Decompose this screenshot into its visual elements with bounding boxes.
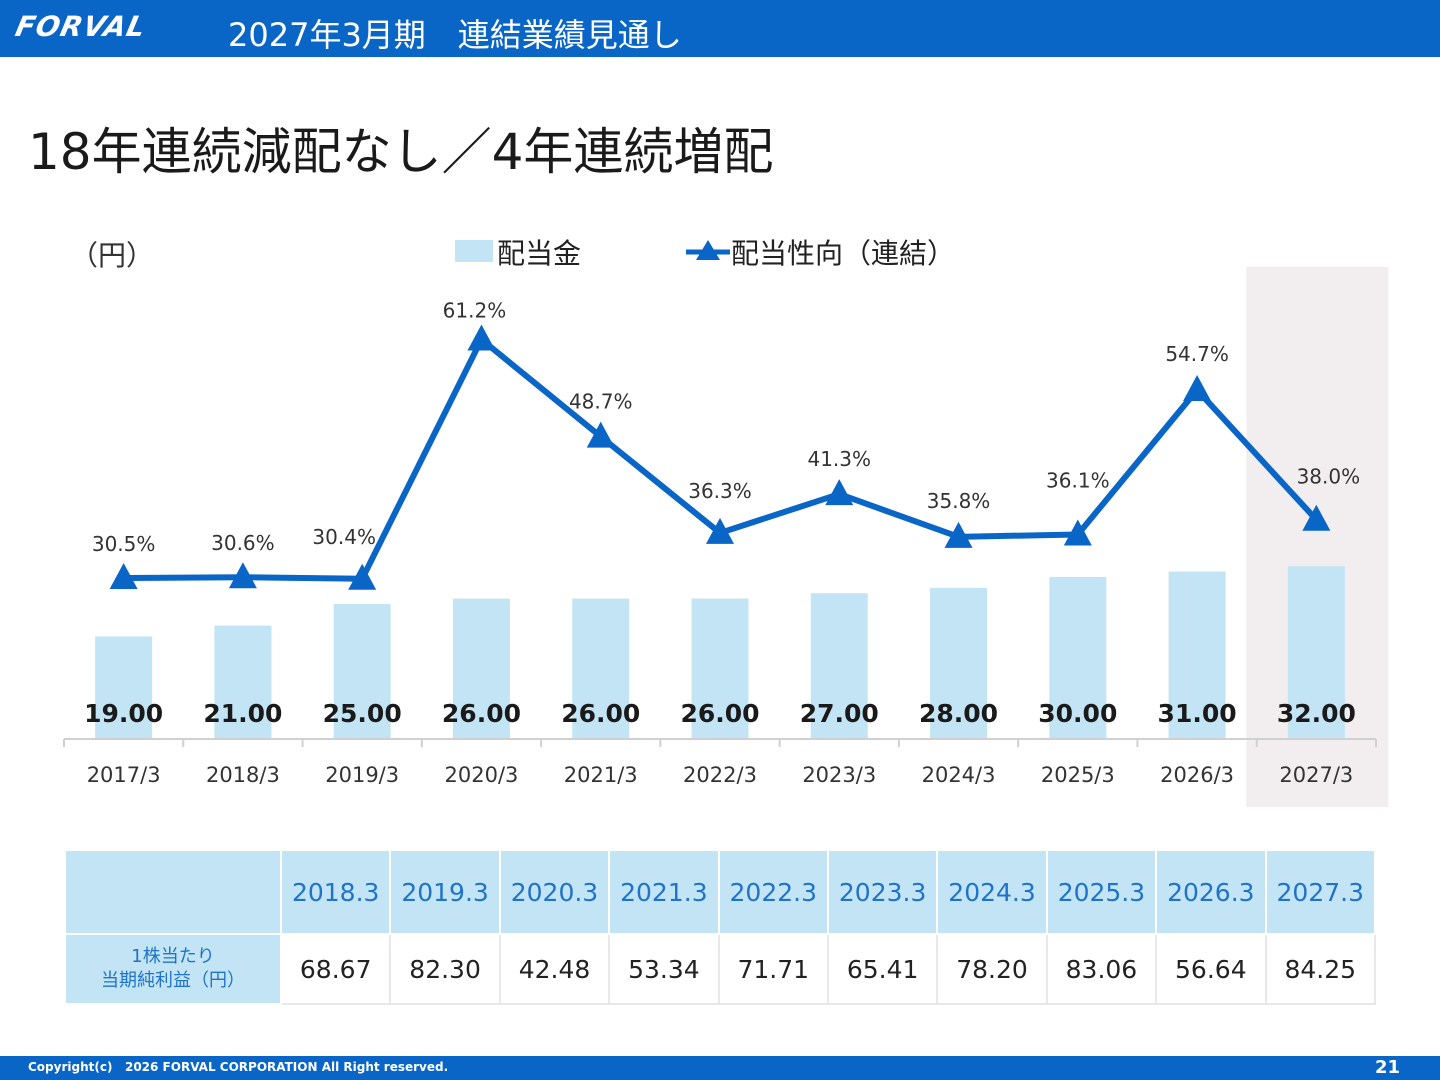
- x-tick-label: 2025/3: [1041, 763, 1115, 787]
- payout-ratio-label: 36.1%: [1046, 468, 1110, 492]
- dividend-bar: [452, 598, 510, 739]
- eps-year-header: 2020.3: [498, 849, 611, 935]
- x-tick-label: 2026/3: [1160, 763, 1234, 787]
- payout-ratio-marker: [228, 562, 257, 589]
- eps-row-header: 1株当たり 当期純利益（円）: [64, 933, 282, 1005]
- payout-ratio-marker: [944, 521, 973, 548]
- payout-ratio-marker: [1183, 374, 1212, 401]
- x-tick-label: 2019/3: [325, 763, 399, 787]
- dividend-value-label: 19.00: [84, 699, 163, 728]
- payout-ratio-label: 54.7%: [1165, 342, 1229, 366]
- eps-year-header: 2024.3: [936, 849, 1048, 935]
- payout-ratio-marker: [1302, 504, 1331, 531]
- eps-value-cell: 84.25: [1264, 933, 1377, 1005]
- payout-ratio-label: 48.7%: [569, 390, 633, 414]
- eps-value-cell: 68.67: [279, 933, 392, 1005]
- eps-value-cell: 53.34: [608, 933, 720, 1005]
- legend-line-swatch: [686, 240, 730, 260]
- legend-dividend-label: 配当金: [497, 237, 582, 270]
- eps-value-cell: 82.30: [389, 933, 501, 1005]
- payout-ratio-marker: [586, 421, 615, 448]
- x-tick-label: 2023/3: [802, 763, 876, 787]
- payout-ratio-label: 30.4%: [312, 525, 376, 549]
- dividend-bar: [1049, 577, 1107, 739]
- payout-ratio-marker: [467, 324, 496, 351]
- legend-bar-swatch: [455, 240, 493, 262]
- dividend-value-label: 26.00: [442, 699, 521, 728]
- dividend-value-label: 31.00: [1158, 699, 1237, 728]
- eps-table-corner: [64, 849, 282, 935]
- payout-ratio-marker: [825, 479, 854, 506]
- page-number: 21: [1374, 1057, 1400, 1078]
- payout-ratio-label: 35.8%: [927, 489, 991, 513]
- eps-value-cell: 83.06: [1045, 933, 1158, 1005]
- eps-year-header: 2022.3: [717, 849, 829, 935]
- dividend-value-label: 28.00: [919, 699, 998, 728]
- eps-year-header: 2018.3: [279, 849, 392, 935]
- copyright-text: Copyright(c) 2026 FORVAL CORPORATION All…: [28, 1060, 449, 1074]
- dividend-value-label: 21.00: [203, 699, 282, 728]
- eps-year-header: 2023.3: [826, 849, 939, 935]
- eps-value-cell: 71.71: [717, 933, 829, 1005]
- dividend-bar: [1287, 566, 1345, 739]
- eps-year-header: 2025.3: [1045, 849, 1158, 935]
- x-tick-label: 2021/3: [564, 763, 638, 787]
- footer-bar: Copyright(c) 2026 FORVAL CORPORATION All…: [0, 1056, 1440, 1080]
- payout-ratio-label: 30.6%: [211, 531, 275, 555]
- payout-ratio-marker: [706, 517, 734, 544]
- dividend-bar: [95, 636, 153, 739]
- eps-value-cell: 78.20: [936, 933, 1048, 1005]
- x-tick-label: 2017/3: [87, 763, 161, 787]
- header-bar: FORVAL 2027年3月期 連結業績見通し: [0, 0, 1440, 57]
- dividend-bar: [810, 593, 868, 739]
- eps-value-cell: 65.41: [826, 933, 939, 1005]
- eps-year-header: 2026.3: [1155, 849, 1267, 935]
- dividend-value-label: 30.00: [1038, 699, 1117, 728]
- payout-ratio-marker: [109, 563, 138, 589]
- y-axis-unit-label: （円）: [70, 239, 155, 272]
- dividend-bar: [572, 598, 630, 739]
- payout-ratio-label: 36.3%: [688, 479, 752, 503]
- payout-ratio-label: 61.2%: [443, 298, 507, 322]
- eps-table-row: 1株当たり 当期純利益（円） 68.67 82.30 42.48 53.34 71.71 6…: [64, 933, 1377, 1005]
- x-tick-label: 2027/3: [1279, 763, 1353, 787]
- dividend-value-label: 32.00: [1277, 699, 1356, 728]
- payout-ratio-label: 38.0%: [1297, 465, 1361, 489]
- payout-ratio-marker: [1063, 519, 1092, 546]
- eps-year-header: 2027.3: [1264, 849, 1377, 935]
- eps-value-cell: 56.64: [1155, 933, 1267, 1005]
- dividend-value-label: 26.00: [680, 699, 759, 728]
- eps-table: 2018.3 2019.3 2020.3 2021.3 2022.3 2023.3 2024…: [64, 849, 1377, 1005]
- dividend-bar: [691, 598, 749, 739]
- dividend-bar: [333, 604, 391, 739]
- x-tick-label: 2018/3: [206, 763, 280, 787]
- slide-headline: 18年連続減配なし／4年連続増配: [28, 123, 774, 181]
- payout-ratio-marker: [348, 563, 377, 590]
- dividend-value-label: 26.00: [561, 699, 640, 728]
- eps-year-header: 2019.3: [389, 849, 501, 935]
- dividend-value-label: 25.00: [323, 699, 402, 728]
- dividend-bar: [930, 587, 988, 739]
- dividend-bar: [1168, 571, 1226, 739]
- eps-year-header: 2021.3: [608, 849, 720, 935]
- legend-payout-ratio-label: 配当性向（連結）: [731, 237, 956, 270]
- x-tick-label: 2020/3: [445, 763, 519, 787]
- payout-ratio-label: 30.5%: [92, 532, 156, 556]
- dividend-bar: [214, 625, 272, 739]
- dividend-value-label: 27.00: [800, 699, 879, 728]
- x-tick-label: 2022/3: [683, 763, 757, 787]
- dividend-chart: 2017/3 2018/3 2019/3 2020/3 2021/3 2022/3 2023…: [63, 267, 1389, 807]
- slide-header-title: 2027年3月期 連結業績見通し: [228, 16, 682, 54]
- eps-table-header-row: 2018.3 2019.3 2020.3 2021.3 2022.3 2023.3 2024…: [64, 849, 1377, 935]
- x-tick-label: 2024/3: [922, 763, 996, 787]
- eps-value-cell: 42.48: [498, 933, 611, 1005]
- payout-ratio-label: 41.3%: [807, 447, 871, 471]
